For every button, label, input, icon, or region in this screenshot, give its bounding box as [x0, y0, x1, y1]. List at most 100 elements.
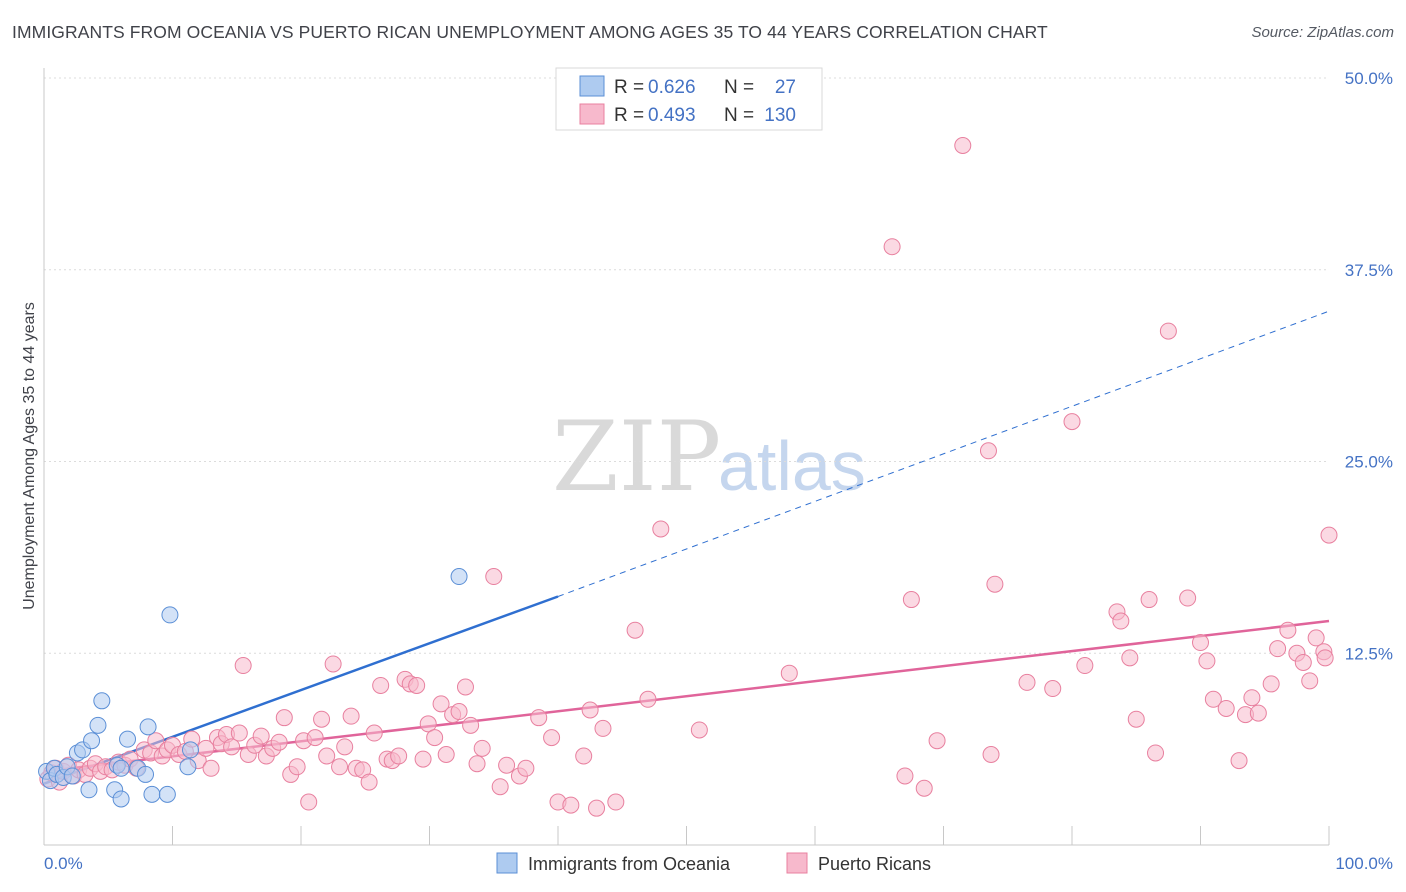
data-point-puerto-rican-80	[517, 759, 535, 777]
data-point-puerto-rican-46	[300, 793, 318, 811]
data-point-puerto-rican-51	[331, 758, 349, 776]
data-point-puerto-rican-104	[1018, 673, 1036, 691]
data-point-puerto-rican-66	[419, 715, 437, 733]
legend-n-label-puerto-rican: N =	[724, 105, 759, 126]
data-point-puerto-rican-130	[1307, 629, 1325, 647]
data-point-puerto-rican-109	[1112, 612, 1130, 630]
legend-r-label-oceania: R =	[614, 77, 649, 98]
series-legend-label-puerto-rican: Puerto Ricans	[818, 854, 931, 874]
data-point-oceania-15	[112, 759, 130, 777]
data-point-puerto-rican-41	[270, 733, 288, 751]
correlation-legend: R = 0.626 N = 27 R = 0.493 N = 130	[555, 67, 823, 131]
data-point-oceania-16	[112, 790, 130, 808]
data-point-puerto-rican-44	[288, 758, 306, 776]
data-point-puerto-rican-126	[1279, 621, 1297, 639]
data-point-puerto-rican-110	[1121, 649, 1139, 667]
data-point-puerto-rican-42	[275, 709, 293, 727]
data-point-puerto-rican-117	[1198, 652, 1216, 670]
data-point-puerto-rican-120	[1230, 752, 1248, 770]
data-point-puerto-rican-113	[1147, 744, 1165, 762]
data-point-puerto-rican-33	[223, 738, 241, 756]
data-point-puerto-rican-116	[1192, 634, 1209, 652]
legend-swatch-puerto-rican	[579, 103, 605, 125]
data-point-puerto-rican-35	[234, 657, 252, 675]
y-tick-labels: 12.5% 25.0% 37.5% 50.0%	[1345, 69, 1393, 663]
data-point-puerto-rican-77	[491, 778, 509, 796]
data-point-puerto-rican-48	[313, 710, 331, 728]
source-label: Source: ZipAtlas.com	[1251, 24, 1394, 41]
watermark-zip: ZIP	[552, 401, 721, 513]
data-point-puerto-rican-87	[588, 799, 606, 817]
data-point-puerto-rican-119	[1217, 699, 1235, 717]
data-point-puerto-rican-132	[1316, 649, 1334, 667]
data-point-puerto-rican-56	[360, 773, 378, 791]
watermark-atlas: atlas	[718, 427, 866, 505]
data-point-puerto-rican-52	[336, 738, 354, 756]
series-legend: Immigrants from Oceania Puerto Ricans	[496, 852, 931, 874]
data-point-oceania-10	[83, 732, 101, 750]
data-point-puerto-rican-118	[1204, 690, 1222, 708]
trend-line-oceania-extension	[557, 310, 1330, 597]
legend-r-label-puerto-rican: R =	[614, 105, 649, 126]
data-point-puerto-rican-64	[408, 676, 426, 694]
data-point-puerto-rican-90	[626, 621, 644, 639]
data-point-oceania-12	[93, 692, 111, 710]
data-point-puerto-rican-94	[780, 664, 798, 682]
data-point-puerto-rican-103	[986, 575, 1004, 593]
data-point-oceania-9	[80, 781, 98, 799]
data-point-puerto-rican-102	[982, 745, 1000, 763]
data-points	[38, 136, 1338, 817]
y-tick-label-0: 12.5%	[1345, 644, 1393, 663]
legend-swatch-oceania	[579, 75, 605, 97]
series-legend-swatch-puerto-rican	[786, 852, 808, 874]
data-point-puerto-rican-69	[437, 745, 455, 763]
data-point-puerto-rican-85	[575, 747, 593, 765]
data-point-puerto-rican-76	[485, 568, 503, 586]
data-point-puerto-rican-49	[318, 747, 336, 765]
data-point-puerto-rican-29	[202, 759, 220, 777]
data-point-puerto-rican-133	[1320, 526, 1338, 544]
y-axis-title: Unemployment Among Ages 35 to 44 years	[21, 302, 38, 610]
data-point-puerto-rican-67	[426, 729, 444, 747]
data-point-puerto-rican-74	[468, 755, 486, 773]
x-tick-label-min: 0.0%	[44, 854, 83, 873]
data-point-puerto-rican-96	[896, 767, 914, 785]
series-legend-swatch-oceania	[496, 852, 518, 874]
legend-r-value-oceania: 0.626	[648, 77, 696, 98]
data-point-puerto-rican-53	[342, 707, 360, 725]
data-point-puerto-rican-57	[365, 724, 383, 742]
legend-n-label-oceania: N =	[724, 77, 759, 98]
axes	[43, 68, 1330, 846]
data-point-oceania-26	[450, 568, 468, 586]
data-point-puerto-rican-106	[1063, 413, 1081, 431]
data-point-puerto-rican-20	[147, 732, 165, 750]
data-point-puerto-rican-124	[1262, 675, 1280, 693]
x-tick-labels: 0.0% 100.0%	[44, 854, 1393, 873]
data-point-puerto-rican-129	[1301, 672, 1319, 690]
data-point-oceania-19	[137, 765, 155, 783]
data-point-oceania-24	[179, 758, 197, 776]
data-point-puerto-rican-100	[954, 136, 972, 154]
data-point-puerto-rican-125	[1269, 640, 1287, 658]
data-point-puerto-rican-84	[562, 796, 580, 814]
data-point-puerto-rican-128	[1294, 653, 1312, 671]
data-point-puerto-rican-38	[252, 727, 270, 745]
data-point-puerto-rican-86	[581, 701, 599, 719]
data-point-oceania-11	[89, 716, 107, 734]
y-tick-label-2: 37.5%	[1345, 261, 1393, 280]
data-point-puerto-rican-71	[450, 703, 468, 721]
data-point-puerto-rican-115	[1179, 589, 1197, 607]
data-point-puerto-rican-58	[372, 676, 390, 694]
data-point-puerto-rican-78	[498, 756, 516, 774]
legend-r-value-puerto-rican: 0.493	[648, 105, 696, 126]
data-point-puerto-rican-111	[1127, 710, 1145, 728]
data-point-puerto-rican-89	[607, 793, 625, 811]
legend-n-value-puerto-rican: 130	[764, 105, 796, 126]
data-point-puerto-rican-75	[473, 739, 491, 757]
data-point-oceania-6	[63, 767, 81, 785]
data-point-puerto-rican-112	[1140, 591, 1158, 609]
gridlines	[44, 77, 1329, 654]
data-point-puerto-rican-105	[1044, 680, 1062, 698]
data-point-puerto-rican-72	[456, 678, 474, 696]
